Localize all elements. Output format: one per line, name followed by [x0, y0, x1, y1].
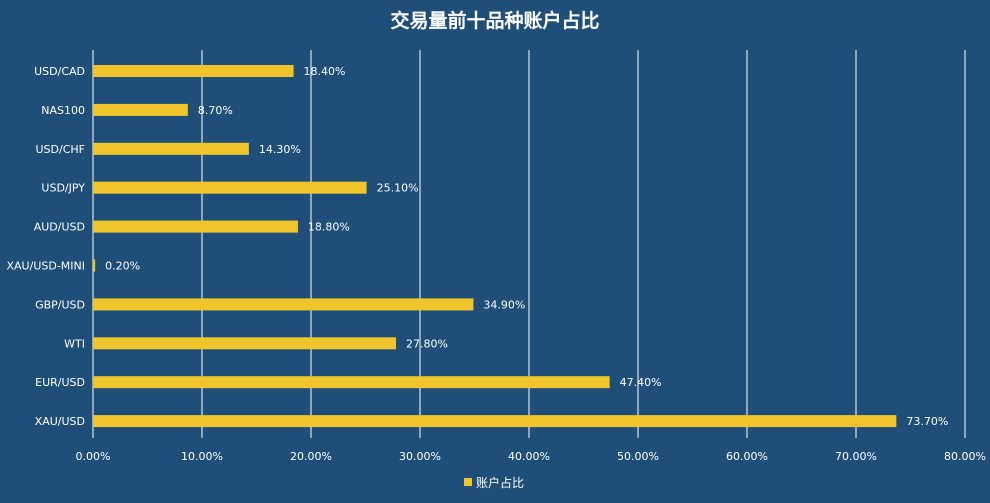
- category-label-0: USD/CAD: [34, 65, 85, 78]
- bar-9: [93, 415, 897, 428]
- legend: 账户占比: [464, 475, 524, 490]
- data-label-1: 8.70%: [198, 104, 233, 117]
- x-axis-ticks: 0.00% 10.00% 20.00% 30.00% 40.00% 50.00% 60.00…: [76, 450, 986, 463]
- data-labels: 18.40% 8.70% 14.30% 25.10% 18.80% 0.20% 34.90%…: [105, 65, 948, 428]
- category-label-2: USD/CHF: [36, 143, 86, 156]
- x-tick-label-7: 70.00%: [835, 450, 877, 463]
- data-label-5: 0.20%: [105, 260, 140, 273]
- category-labels: USD/CAD NAS100 USD/CHF USD/JPY AUD/USD XAU/US…: [7, 65, 86, 428]
- category-label-4: AUD/USD: [34, 221, 85, 234]
- category-label-1: NAS100: [41, 104, 85, 117]
- x-tick-label-2: 20.00%: [290, 450, 332, 463]
- data-label-9: 73.70%: [906, 415, 948, 428]
- data-label-7: 27.80%: [406, 337, 448, 350]
- data-label-8: 47.40%: [620, 376, 662, 389]
- data-label-0: 18.40%: [304, 65, 346, 78]
- data-label-3: 25.10%: [377, 182, 419, 195]
- category-label-9: XAU/USD: [35, 415, 85, 428]
- x-tick-label-6: 60.00%: [726, 450, 768, 463]
- bar-3: [93, 181, 367, 194]
- bars: [93, 65, 897, 428]
- category-label-3: USD/JPY: [41, 182, 85, 195]
- category-label-5: XAU/USD-MINI: [7, 260, 86, 273]
- bar-8: [93, 376, 610, 389]
- bar-7: [93, 337, 397, 350]
- bar-6: [93, 298, 474, 311]
- x-tick-label-0: 0.00%: [76, 450, 111, 463]
- bar-5: [93, 259, 96, 272]
- bar-1: [93, 103, 188, 116]
- data-label-2: 14.30%: [259, 143, 301, 156]
- data-label-4: 18.80%: [308, 221, 350, 234]
- category-label-7: WTI: [64, 337, 85, 350]
- bar-4: [93, 220, 298, 233]
- data-label-6: 34.90%: [483, 298, 525, 311]
- bar-0: [93, 65, 294, 77]
- x-tick-label-1: 10.00%: [181, 450, 223, 463]
- bar-2: [93, 142, 249, 155]
- category-label-6: GBP/USD: [35, 298, 85, 311]
- legend-label: 账户占比: [476, 475, 524, 490]
- x-tick-label-8: 80.00%: [944, 450, 986, 463]
- chart-title: 交易量前十品种账户占比: [390, 9, 599, 32]
- gridlines: [92, 50, 966, 438]
- legend-swatch: [464, 478, 472, 486]
- x-tick-label-5: 50.00%: [617, 450, 659, 463]
- category-label-8: EUR/USD: [35, 376, 85, 389]
- x-tick-label-4: 40.00%: [508, 450, 550, 463]
- x-tick-label-3: 30.00%: [399, 450, 441, 463]
